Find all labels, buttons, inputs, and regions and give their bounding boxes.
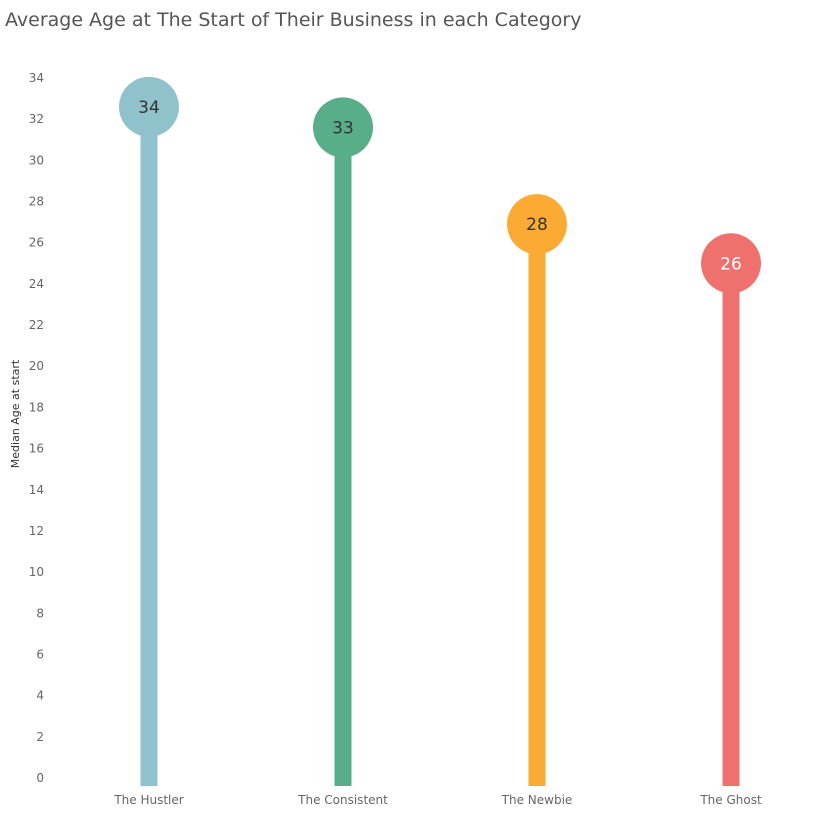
- y-tick-label: 8: [36, 606, 44, 620]
- data-label: 34: [138, 98, 160, 118]
- y-tick-label: 28: [29, 195, 44, 209]
- y-tick-label: 24: [29, 277, 44, 291]
- lollipop-stem: [722, 263, 740, 786]
- lollipop-head: [701, 233, 761, 294]
- lollipop-stem: [528, 224, 546, 787]
- lollipop-heads: 34 33 28 26: [119, 76, 761, 294]
- y-tick-label: 32: [29, 112, 44, 126]
- y-tick-label: 34: [29, 71, 44, 85]
- x-tick-label: The Hustler: [113, 793, 183, 807]
- y-tick-label: 18: [29, 400, 44, 414]
- lollipop-stem: [140, 106, 158, 786]
- y-tick-label: 0: [36, 771, 44, 785]
- chart-title: Average Age at The Start of Their Busine…: [5, 9, 582, 31]
- y-tick-label: 2: [36, 730, 44, 744]
- y-tick-label: 4: [36, 689, 44, 703]
- lollipop-head: [507, 194, 567, 255]
- lollipop-head: [313, 97, 373, 158]
- lollipop-head: [119, 76, 179, 137]
- data-label: 26: [720, 254, 742, 274]
- y-tick-label: 14: [29, 483, 44, 497]
- data-label: 33: [332, 118, 354, 138]
- y-tick-label: 20: [29, 359, 44, 373]
- data-label: 28: [526, 215, 548, 235]
- x-tick-label: The Consistent: [297, 793, 388, 807]
- y-axis-label: Median Age at start: [9, 359, 22, 468]
- y-tick-label: 26: [29, 236, 44, 250]
- y-tick-label: 22: [29, 318, 44, 332]
- x-tick-label: The Ghost: [699, 793, 762, 807]
- lollipop-stems: [140, 106, 740, 787]
- y-tick-label: 30: [29, 153, 44, 167]
- y-tick-label: 16: [29, 442, 44, 456]
- y-tick-label: 10: [29, 565, 44, 579]
- x-axis-tick-labels: The Hustler The Consistent The Newbie The G…: [113, 793, 762, 807]
- x-tick-label: The Newbie: [501, 793, 573, 807]
- y-tick-label: 12: [29, 524, 44, 538]
- lollipop-stem: [334, 127, 352, 787]
- y-tick-label: 6: [36, 647, 44, 661]
